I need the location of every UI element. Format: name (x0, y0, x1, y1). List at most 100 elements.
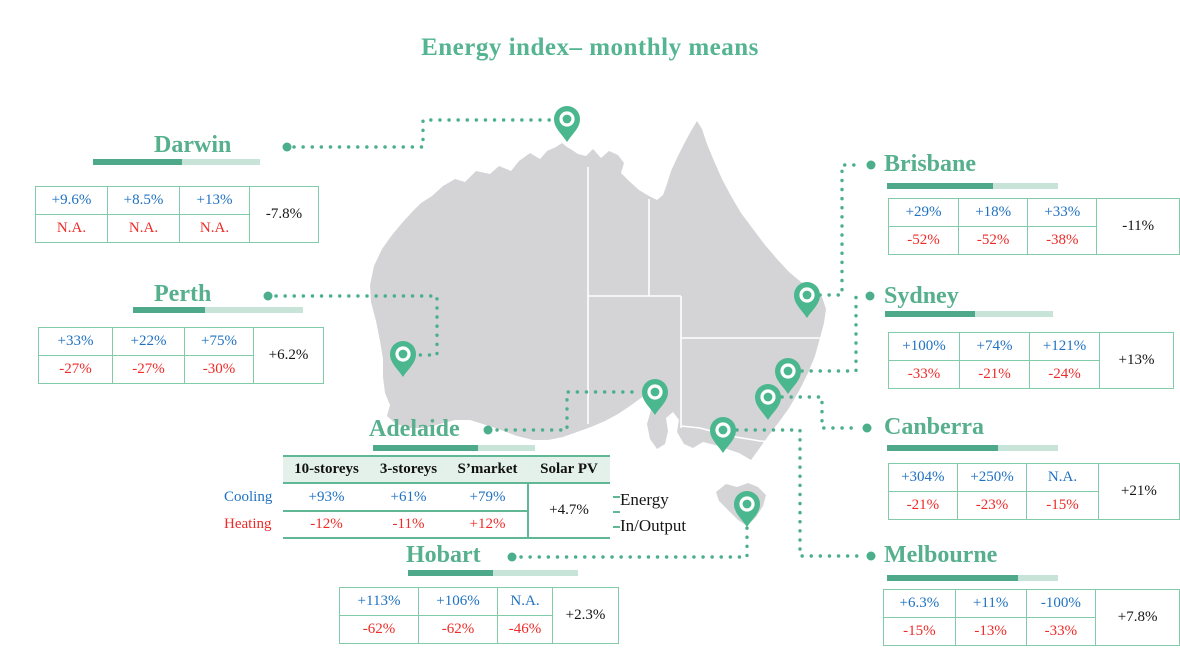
city-label-brisbane: Brisbane (884, 151, 977, 177)
bullet-dot-icon (263, 291, 273, 301)
total-cell: +6.2% (253, 327, 324, 384)
value-cell: -33% (1025, 617, 1097, 646)
value-cell: +100% (888, 332, 960, 361)
value-cell: +106% (418, 587, 498, 616)
value-cell: -15% (883, 617, 956, 646)
australia-mainland-shape (370, 121, 826, 460)
leader-perth (274, 294, 439, 357)
adelaide-line-top (283, 455, 610, 457)
value-cell: +33% (1027, 198, 1098, 227)
value-cell: +113% (339, 587, 419, 616)
value-cell: -13% (954, 617, 1027, 646)
table-canberra: +304% +250% N.A. +21% -21% -23% -15% (888, 463, 1180, 520)
leader-melbourne (735, 428, 864, 558)
bullet-dot-icon (866, 160, 876, 170)
page-title: Energy index– monthly means (421, 34, 759, 61)
underline-bar-melbourne (887, 575, 1058, 581)
leader-darwin (292, 118, 553, 149)
value-cell: -27% (112, 355, 185, 384)
total-cell: +21% (1097, 463, 1180, 520)
city-label-melbourne: Melbourne (884, 542, 998, 568)
energy-io-note-line1: Energy (620, 490, 669, 509)
bullet-dot-icon (862, 423, 872, 433)
energy-io-note: Energy In/Output (620, 487, 686, 539)
map-pin-icon-hobart (734, 491, 760, 527)
map-pin-icon-canberra (755, 384, 781, 420)
value-cell: +33% (38, 327, 113, 356)
value-cell: +8.5% (107, 186, 180, 215)
value-cell: -62% (418, 615, 498, 644)
value-cell: +9.6% (35, 186, 108, 215)
adelaide-line-mid (283, 510, 528, 512)
city-label-adelaide: Adelaide (369, 416, 460, 442)
value-cell: N.A. (107, 214, 180, 243)
value-cell: +18% (958, 198, 1029, 227)
row-label-cooling: Cooling (224, 489, 273, 505)
map-pin-icon-sydney (775, 358, 801, 394)
adelaide-line-bottom (283, 537, 610, 539)
map-pins (390, 106, 820, 527)
value-cell: -23% (956, 491, 1028, 520)
value-cell: -46% (497, 615, 553, 644)
underline-bar-sydney (885, 311, 1053, 317)
bullet-dot-icon (866, 551, 876, 561)
map-pin-icon-darwin (554, 106, 580, 142)
city-label-canberra: Canberra (884, 414, 984, 440)
table-perth: +33% +22% +75% +6.2% -27% -27% -30% (38, 327, 324, 384)
total-cell: -11% (1096, 198, 1180, 255)
value-cell: N.A. (497, 587, 553, 616)
column-header: 10-storeys (294, 461, 359, 477)
bullet-dot-icon (483, 425, 493, 435)
value-cell: -24% (1029, 360, 1100, 389)
underline-bar-darwin (93, 159, 260, 165)
city-label-sydney: Sydney (884, 283, 959, 309)
adelaide-line-under-header (283, 482, 610, 484)
total-cell: +7.8% (1095, 589, 1180, 646)
table-darwin: +9.6% +8.5% +13% -7.8% N.A. N.A. N.A. (35, 186, 319, 243)
table-sydney: +100% +74% +121% +13% -33% -21% -24% (888, 332, 1174, 389)
leader-brisbane (818, 163, 863, 297)
total-cell: -7.8% (249, 186, 319, 243)
city-label-darwin: Darwin (154, 132, 232, 158)
value-cell: N.A. (1026, 463, 1099, 492)
adelaide-line-solar-divider (527, 482, 529, 537)
value-cell: +74% (959, 332, 1030, 361)
column-header: Solar PV (540, 461, 598, 477)
value-cell: +61% (390, 489, 427, 505)
map-pin-icon-melbourne (710, 417, 736, 453)
value-cell: -11% (392, 516, 425, 532)
value-cell: +29% (887, 198, 960, 227)
row-label-heating: Heating (224, 516, 272, 532)
underline-bar-perth (133, 307, 303, 313)
leader-hobart (519, 521, 749, 559)
value-cell: +13% (179, 186, 250, 215)
underline-bar-brisbane (887, 183, 1058, 189)
city-label-hobart: Hobart (406, 542, 481, 568)
total-cell: +4.7% (549, 502, 589, 518)
value-cell: -21% (959, 360, 1030, 389)
value-cell: +75% (184, 327, 254, 356)
value-cell: +79% (469, 489, 506, 505)
dash-icon (613, 511, 620, 513)
value-cell: +121% (1029, 332, 1100, 361)
value-cell: -21% (888, 491, 958, 520)
table-melbourne: +6.3% +11% -100% +7.8% -15% -13% -33% (883, 589, 1180, 646)
map-pin-icon-adelaide (642, 379, 668, 415)
value-cell: -52% (958, 226, 1029, 255)
value-cell: +12% (469, 516, 506, 532)
value-cell: N.A. (35, 214, 108, 243)
city-label-perth: Perth (154, 281, 212, 307)
value-cell: -30% (184, 355, 254, 384)
map-pin-icon-brisbane (794, 282, 820, 318)
underline-bar-adelaide (373, 445, 535, 451)
value-cell: -100% (1025, 589, 1097, 618)
value-cell: -62% (339, 615, 419, 644)
column-header: 3-storeys (379, 461, 438, 477)
value-cell: +22% (112, 327, 185, 356)
value-cell: +250% (956, 463, 1028, 492)
value-cell: -27% (38, 355, 113, 384)
table-brisbane: +29% +18% +33% -11% -52% -52% -38% (887, 198, 1180, 255)
value-cell: -15% (1026, 491, 1099, 520)
bullet-dot-icon (282, 142, 292, 152)
